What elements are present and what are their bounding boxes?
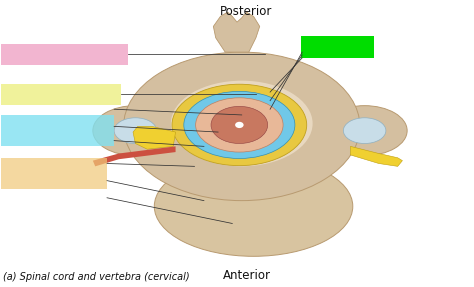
Polygon shape [213,12,260,52]
FancyBboxPatch shape [301,36,374,58]
Ellipse shape [196,98,283,152]
Ellipse shape [211,106,268,144]
Text: (a) Spinal cord and vertebra (cervical): (a) Spinal cord and vertebra (cervical) [3,272,190,282]
Ellipse shape [235,122,244,128]
FancyBboxPatch shape [0,158,107,189]
Ellipse shape [124,52,360,201]
Polygon shape [350,146,402,166]
Text: Posterior: Posterior [220,5,273,18]
Ellipse shape [184,91,295,158]
Text: Anterior: Anterior [222,269,271,282]
Ellipse shape [172,84,307,166]
FancyBboxPatch shape [0,115,114,146]
Ellipse shape [155,156,353,256]
FancyBboxPatch shape [0,84,121,105]
Ellipse shape [343,118,386,144]
Ellipse shape [114,118,156,144]
Ellipse shape [322,106,407,156]
Ellipse shape [93,106,178,156]
FancyBboxPatch shape [0,44,128,65]
Ellipse shape [171,81,313,166]
Polygon shape [133,126,175,149]
Polygon shape [93,146,175,166]
